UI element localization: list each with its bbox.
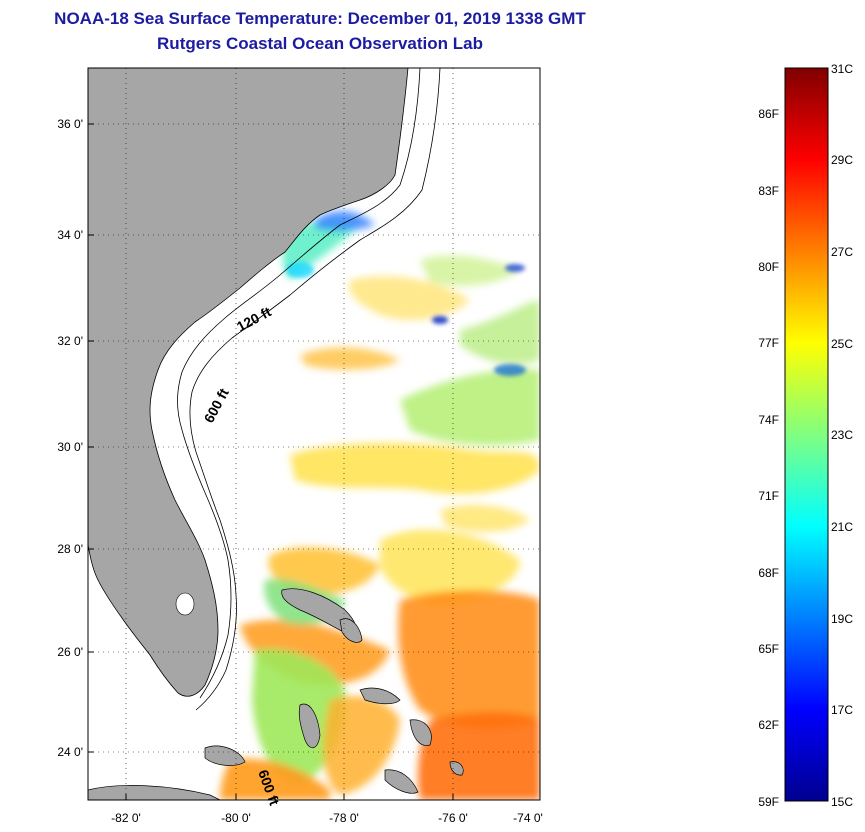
lon-label: -80 0' <box>221 811 251 825</box>
lat-label: 34 0' <box>57 228 83 242</box>
celsius-label: 19C <box>831 612 853 626</box>
lat-label: 30 0' <box>57 440 83 454</box>
lon-label: -76 0' <box>438 811 468 825</box>
fahrenheit-label: 59F <box>758 795 779 809</box>
map-content <box>88 68 540 800</box>
celsius-label: 29C <box>831 153 853 167</box>
celsius-label: 31C <box>831 62 853 76</box>
land-southeast-us <box>88 68 409 697</box>
sst-layer <box>220 210 540 800</box>
fahrenheit-label: 74F <box>758 413 779 427</box>
fahrenheit-label: 83F <box>758 184 779 198</box>
axis-ticks <box>88 123 454 800</box>
fahrenheit-label: 71F <box>758 489 779 503</box>
lat-label: 32 0' <box>57 334 83 348</box>
celsius-label: 17C <box>831 703 853 717</box>
graticule <box>88 68 540 800</box>
cold-water-spots <box>286 262 526 376</box>
colorbar <box>784 67 829 802</box>
map-title: NOAA-18 Sea Surface Temperature: Decembe… <box>54 9 586 28</box>
longitude-labels: -82 0' -80 0' -78 0' -76 0' -74 0' <box>111 811 543 825</box>
celsius-label: 27C <box>831 245 853 259</box>
fahrenheit-label: 65F <box>758 642 779 656</box>
celsius-label: 25C <box>831 337 853 351</box>
lake-okeechobee <box>175 592 195 616</box>
lat-label: 28 0' <box>57 542 83 556</box>
celsius-label: 23C <box>831 428 853 442</box>
fahrenheit-label: 80F <box>758 260 779 274</box>
colorbar-celsius-labels: 31C 29C 27C 25C 23C 21C 19C 17C 15C <box>831 62 853 809</box>
latitude-labels: 36 0' 34 0' 32 0' 30 0' 28 0' 26 0' 24 0… <box>57 117 83 759</box>
isobath-contours <box>177 68 441 711</box>
lon-label: -74 0' <box>513 811 543 825</box>
celsius-label: 15C <box>831 795 853 809</box>
celsius-label: 21C <box>831 520 853 534</box>
lat-label: 24 0' <box>57 745 83 759</box>
bahamas-islands <box>88 588 464 800</box>
colorbar-fahrenheit-labels: 86F 83F 80F 77F 74F 71F 68F 65F 62F 59F <box>758 107 779 809</box>
lat-label: 26 0' <box>57 645 83 659</box>
map-frame <box>87 67 541 801</box>
lon-label: -78 0' <box>329 811 359 825</box>
fahrenheit-label: 68F <box>758 566 779 580</box>
lat-label: 36 0' <box>57 117 83 131</box>
fahrenheit-label: 86F <box>758 107 779 121</box>
fahrenheit-label: 62F <box>758 718 779 732</box>
lon-label: -82 0' <box>111 811 141 825</box>
fahrenheit-label: 77F <box>758 336 779 350</box>
map-subtitle: Rutgers Coastal Ocean Observation Lab <box>157 34 483 53</box>
